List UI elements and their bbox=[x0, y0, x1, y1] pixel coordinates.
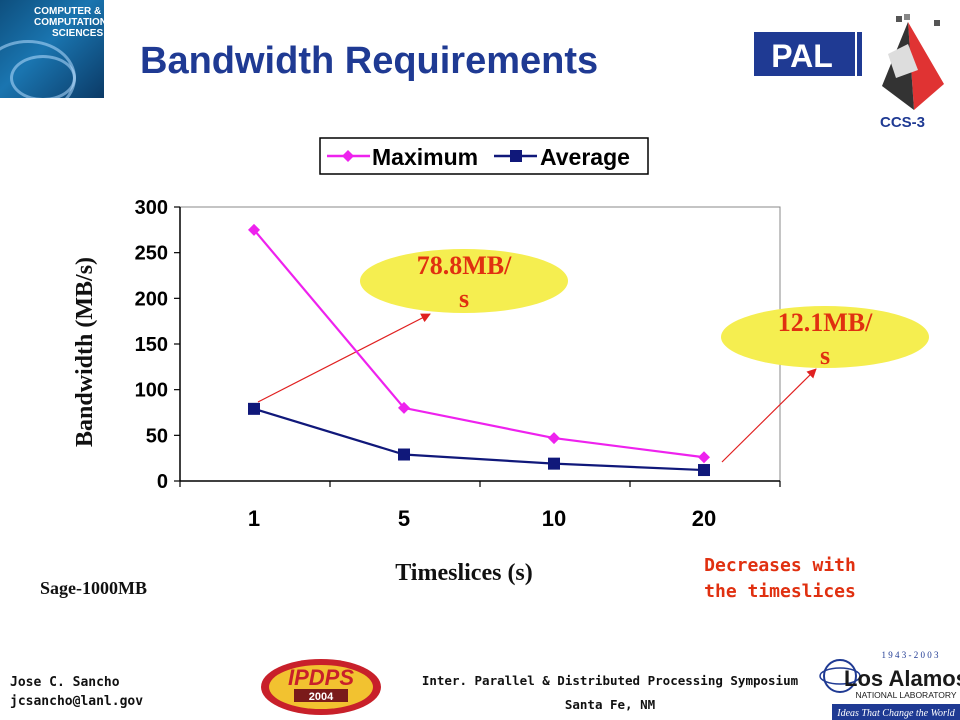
sage-label: Sage-1000MB bbox=[40, 578, 147, 598]
cube-pixel-2 bbox=[904, 14, 910, 20]
x-ticks: 1 5 10 20 bbox=[179, 481, 781, 531]
ipdps-year-band bbox=[294, 689, 348, 702]
x-tick-label: 5 bbox=[398, 506, 410, 531]
lanl-logo-tagline-band bbox=[832, 704, 960, 720]
lanl-logo-orbit-1 bbox=[823, 659, 857, 693]
bandwidth-chart: Maximum Average 0 50 100 150 200 250 300 1 5 10 2… bbox=[72, 137, 929, 586]
ipdps-logo-year: 2004 bbox=[309, 691, 334, 703]
annotation-bubble-2-line-2: s bbox=[820, 341, 830, 370]
y-tick-label: 100 bbox=[135, 380, 168, 402]
x-tick-label: 10 bbox=[542, 506, 566, 531]
data-point-maximum bbox=[548, 432, 560, 445]
annotation-bubble-2-shape bbox=[721, 306, 929, 368]
lanl-logo-years: 1 9 4 3 - 2 0 0 3 bbox=[882, 650, 939, 660]
cube-pixel-1 bbox=[896, 16, 902, 22]
pal-logo-box bbox=[754, 32, 850, 76]
series-line-average bbox=[253, 407, 705, 472]
legend-marker-maximum bbox=[342, 150, 354, 162]
data-point-maximum bbox=[398, 401, 410, 414]
ccs-logo-line-2: COMPUTATIONAL bbox=[34, 17, 104, 28]
decrease-note: Decreases with the timeslices bbox=[704, 555, 856, 602]
y-tick-label: 0 bbox=[157, 471, 168, 493]
y-axis-title: Bandwidth (MB/s) bbox=[72, 257, 98, 447]
lanl-logo: 1 9 4 3 - 2 0 0 3 Los Alamos NATIONAL LA… bbox=[819, 650, 960, 720]
ccs-logo: COMPUTER & COMPUTATIONAL SCIENCES bbox=[0, 0, 104, 98]
ipdps-logo: IPDPS 2004 bbox=[261, 659, 381, 715]
annotation-bubble-1: 78.8MB/ s bbox=[360, 249, 568, 313]
author-name: Jose C. Sancho bbox=[10, 675, 120, 690]
data-point-average bbox=[548, 457, 560, 470]
y-tick-label: 250 bbox=[135, 243, 168, 265]
annotation-arrow-2 bbox=[721, 368, 817, 463]
data-point-maximum bbox=[248, 223, 260, 236]
legend-box bbox=[319, 137, 649, 175]
data-point-maximum bbox=[698, 451, 710, 464]
lanl-logo-tagline: Ideas That Change the World bbox=[836, 708, 955, 719]
pal-logo-bar-2 bbox=[857, 32, 862, 76]
legend-marker-average bbox=[510, 150, 522, 162]
annotation-bubble-1-line-1: 78.8MB/ bbox=[417, 251, 512, 280]
annotation-bubble-2: 12.1MB/ s bbox=[721, 306, 929, 370]
y-tick-label: 300 bbox=[135, 197, 168, 219]
cube-pixel-3 bbox=[934, 20, 940, 26]
data-point-average bbox=[398, 448, 410, 461]
data-point-average bbox=[698, 464, 710, 477]
author-email: jcsancho@lanl.gov bbox=[10, 694, 144, 709]
legend-label-maximum: Maximum bbox=[372, 144, 478, 170]
ipdps-logo-text: IPDPS bbox=[288, 665, 354, 690]
data-point-average bbox=[248, 402, 260, 415]
lanl-logo-sub: NATIONAL LABORATORY bbox=[855, 690, 956, 700]
pal-logo: PAL bbox=[754, 32, 862, 76]
chart-legend: Maximum Average bbox=[319, 137, 649, 175]
x-tick-label: 20 bbox=[692, 506, 716, 531]
x-axis-title: Timeslices (s) bbox=[395, 560, 533, 586]
ccs-logo-line-3: SCIENCES bbox=[52, 28, 104, 39]
ccs-logo-line-1: COMPUTER & bbox=[34, 6, 102, 17]
lanl-logo-name: Los Alamos bbox=[844, 666, 960, 691]
cube-face-red bbox=[908, 22, 944, 110]
conference-place: Santa Fe, NM bbox=[564, 697, 656, 712]
series-layer bbox=[248, 223, 710, 477]
slide-title: Bandwidth Requirements bbox=[140, 40, 599, 82]
y-ticks: 0 50 100 150 200 250 300 bbox=[135, 197, 180, 493]
y-tick-label: 200 bbox=[135, 288, 168, 310]
y-tick-label: 150 bbox=[135, 334, 168, 356]
ccs3-label: CCS-3 bbox=[880, 114, 926, 131]
lanl-logo-orbit-2 bbox=[819, 667, 861, 685]
annotation-bubble-2-line-1: 12.1MB/ bbox=[778, 308, 873, 337]
annotation-bubble-1-line-2: s bbox=[459, 284, 469, 313]
pal-logo-bar-1 bbox=[850, 32, 855, 76]
x-tick-label: 1 bbox=[248, 506, 260, 531]
legend-label-average: Average bbox=[540, 144, 630, 170]
pal-logo-text: PAL bbox=[771, 38, 833, 74]
series-line-maximum bbox=[253, 229, 705, 459]
cube-face-light bbox=[888, 44, 918, 78]
annotation-bubble-1-shape bbox=[360, 249, 568, 313]
annotation-arrow-1 bbox=[257, 313, 431, 403]
conference-name: Inter. Parallel & Distributed Processing… bbox=[421, 673, 799, 688]
y-tick-label: 50 bbox=[146, 425, 168, 447]
ccs-logo-text: COMPUTER & COMPUTATIONAL SCIENCES bbox=[34, 6, 104, 39]
cube-logo bbox=[882, 14, 944, 110]
